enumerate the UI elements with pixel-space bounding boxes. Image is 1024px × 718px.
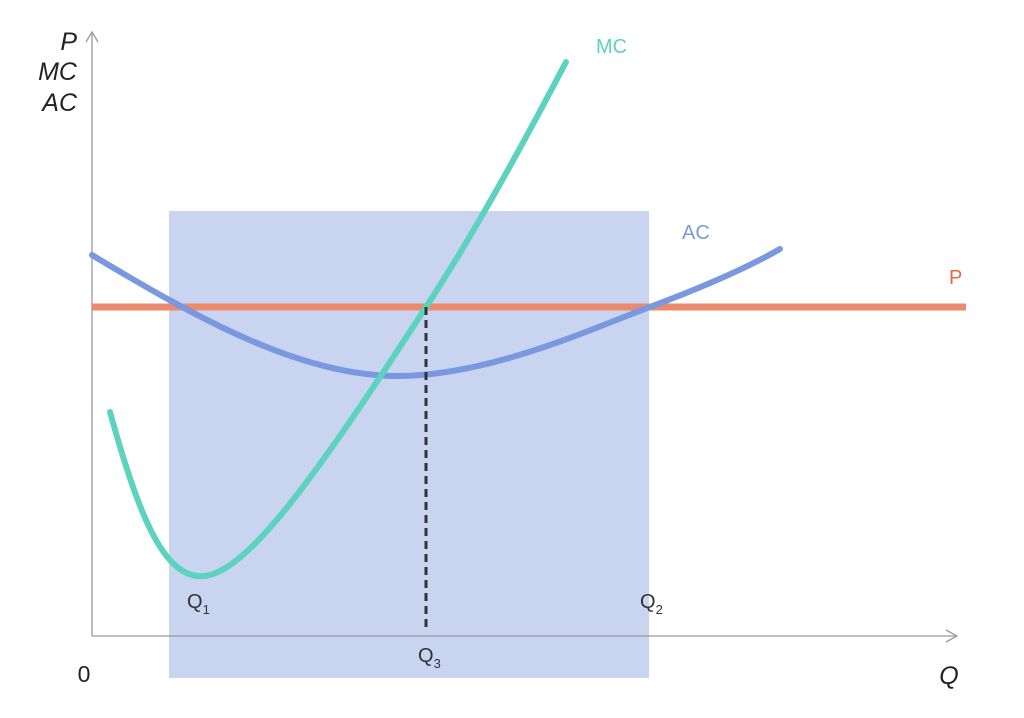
y-axis-arrow xyxy=(85,30,99,43)
q2-label: Q2 xyxy=(640,591,663,617)
shaded-output-region xyxy=(169,211,649,678)
q3-label: Q3 xyxy=(418,645,441,671)
axes xyxy=(85,30,959,643)
q1-label: Q1 xyxy=(187,591,210,617)
y-axis-label-mc: MC xyxy=(38,58,78,86)
origin-label: 0 xyxy=(78,661,91,687)
y-axis-label-ac: AC xyxy=(40,89,78,117)
x-axis-label: Q xyxy=(939,662,958,690)
x-axis-arrow xyxy=(945,629,959,643)
mc-curve xyxy=(107,59,569,580)
ac-curve xyxy=(89,246,783,380)
price-line-label: P xyxy=(949,267,962,289)
ac-curve-label: AC xyxy=(682,222,710,244)
mc-curve-label: MC xyxy=(596,36,627,58)
y-axis-label-p: P xyxy=(60,28,77,56)
